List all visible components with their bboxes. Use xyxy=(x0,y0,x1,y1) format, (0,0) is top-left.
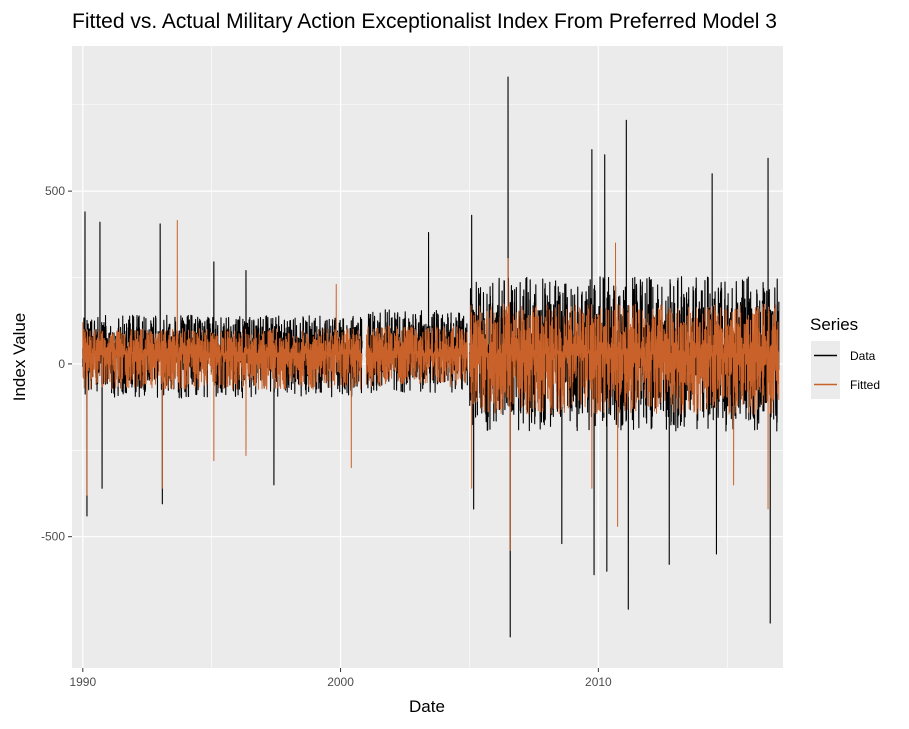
x-tick-label: 2010 xyxy=(585,675,612,689)
x-axis-title: Date xyxy=(409,697,445,716)
x-tick-label: 1990 xyxy=(69,675,96,689)
y-tick-label: 500 xyxy=(45,184,65,198)
legend-label-fitted: Fitted xyxy=(850,378,880,392)
legend-title: Series xyxy=(810,315,858,334)
y-axis-title: Index Value xyxy=(10,313,29,402)
tick-layer: -500 0 500 1990 2000 2010 xyxy=(41,184,612,689)
legend-label-data: Data xyxy=(850,349,876,363)
series-layer xyxy=(82,76,780,638)
x-tick-label: 2000 xyxy=(327,675,354,689)
y-tick-label: -500 xyxy=(41,530,65,544)
series-line-fitted xyxy=(82,220,780,552)
legend: Series Data Fitted xyxy=(810,315,880,399)
y-tick-label: 0 xyxy=(58,357,65,371)
chart-title: Fitted vs. Actual Military Action Except… xyxy=(72,10,777,33)
